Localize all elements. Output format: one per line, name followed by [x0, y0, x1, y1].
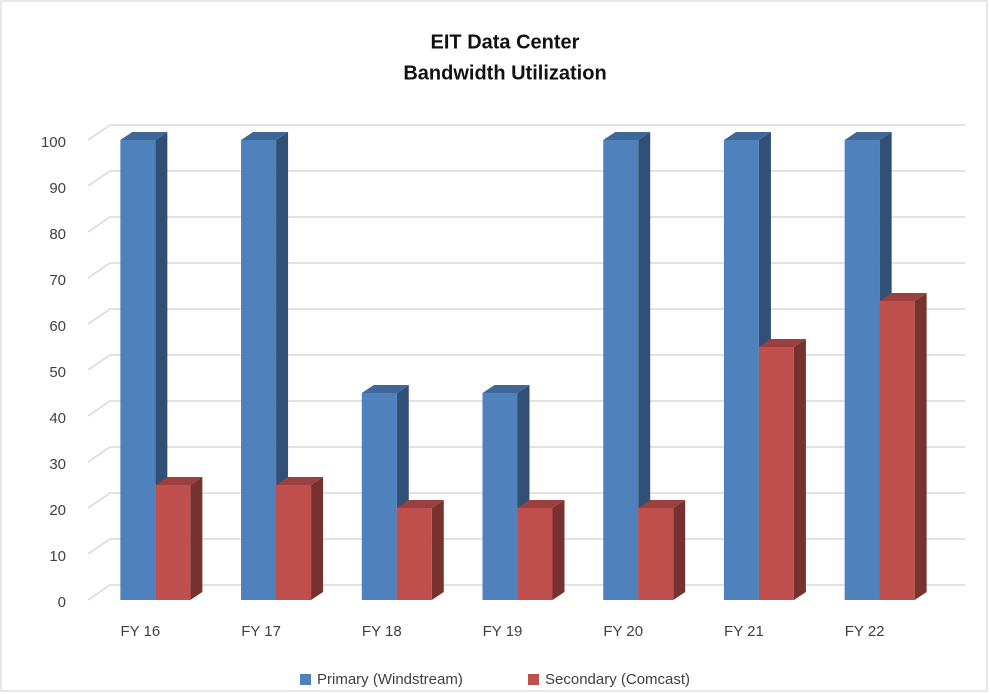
y-tick-label: 100 — [41, 134, 66, 151]
bar — [638, 508, 674, 600]
y-tick-label: 30 — [49, 456, 66, 473]
bar — [758, 347, 794, 600]
x-tick-label: FY 16 — [120, 623, 160, 640]
x-tick-label: FY 17 — [241, 623, 281, 640]
bar-top — [276, 477, 324, 485]
bar-top — [396, 500, 444, 508]
chart-title: Bandwidth Utilization — [403, 62, 606, 84]
bar-top — [120, 132, 168, 140]
bar-top — [723, 132, 771, 140]
legend-swatch — [300, 674, 311, 685]
bar — [879, 301, 915, 600]
grid-line — [87, 400, 965, 417]
x-tick-label: FY 18 — [362, 623, 402, 640]
y-tick-label: 50 — [49, 364, 66, 381]
grid-line — [87, 308, 965, 325]
grid-line — [87, 170, 965, 187]
grid-line — [87, 492, 965, 509]
bar-side — [638, 132, 651, 600]
bar-side — [552, 500, 565, 600]
y-tick-label: 20 — [49, 502, 66, 519]
bar-side — [431, 500, 444, 600]
bar — [155, 485, 191, 600]
grid-line — [87, 124, 965, 141]
bar-top — [155, 477, 203, 485]
bar-top — [638, 500, 686, 508]
bar-side — [793, 339, 806, 600]
bar-top — [758, 339, 806, 347]
chart-title: EIT Data Center — [431, 31, 580, 53]
bar-top — [517, 500, 565, 508]
y-tick-label: 60 — [49, 318, 66, 335]
bar — [482, 393, 518, 600]
bar-top — [361, 385, 409, 393]
bar — [723, 140, 759, 600]
bar-top — [879, 293, 927, 301]
grid-line — [87, 262, 965, 279]
x-tick-label: FY 21 — [724, 623, 764, 640]
bar-side — [673, 500, 686, 600]
bar — [361, 393, 397, 600]
y-tick-label: 90 — [49, 180, 66, 197]
x-tick-label: FY 19 — [483, 623, 523, 640]
bar — [844, 140, 880, 600]
y-tick-label: 0 — [58, 594, 66, 611]
x-tick-label: FY 22 — [845, 623, 885, 640]
grid-line — [87, 446, 965, 463]
grid-line — [87, 354, 965, 371]
bar-top — [482, 385, 530, 393]
bar-top — [603, 132, 651, 140]
x-tick-label: FY 20 — [603, 623, 643, 640]
legend-label: Secondary (Comcast) — [545, 671, 690, 688]
y-tick-label: 40 — [49, 410, 66, 427]
grid-line — [87, 216, 965, 233]
legend-swatch — [528, 674, 539, 685]
bar-top — [844, 132, 892, 140]
y-tick-label: 10 — [49, 548, 66, 565]
bar — [120, 140, 156, 600]
y-tick-label: 80 — [49, 226, 66, 243]
bar — [276, 485, 312, 600]
y-tick-label: 70 — [49, 272, 66, 289]
bar-top — [241, 132, 289, 140]
legend-label: Primary (Windstream) — [317, 671, 463, 688]
bar-side — [311, 477, 324, 600]
bar-side — [190, 477, 203, 600]
bar — [241, 140, 277, 600]
bar — [603, 140, 639, 600]
bar — [396, 508, 432, 600]
bar — [517, 508, 553, 600]
bar-side — [914, 293, 927, 600]
